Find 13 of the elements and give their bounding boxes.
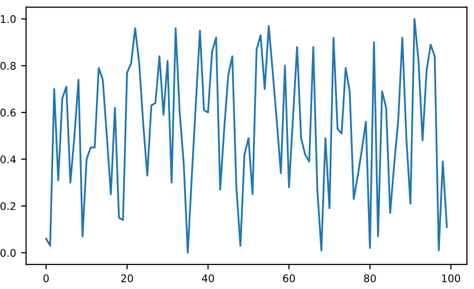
- y-tick-label: 0.2: [0, 202, 16, 210]
- y-tick-label: 0.0: [0, 248, 16, 257]
- x-tick-label: 20: [121, 274, 133, 282]
- x-tick-label: 0: [43, 274, 49, 282]
- y-tick-label: 0.8: [0, 62, 16, 70]
- line-series: [45, 18, 448, 254]
- y-tick-label: 0.4: [0, 155, 16, 164]
- x-tick-label: 60: [283, 274, 295, 282]
- x-tick-label: 80: [364, 274, 376, 282]
- y-tick-label: 1.0: [0, 15, 16, 24]
- y-tick-label: 0.6: [0, 108, 16, 117]
- x-tick-label: 40: [202, 274, 214, 282]
- x-tick-label: 100: [442, 274, 460, 282]
